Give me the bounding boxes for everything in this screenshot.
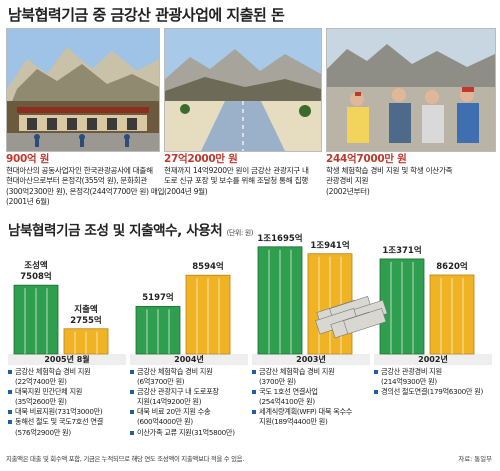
bar-value-label: 조성액 7508억 (20, 261, 52, 283)
caption-desc: 현대아산의 공동사업자인 한국관광공사에 대출해 현대아산으로부터 온정각(35… (6, 166, 165, 207)
use-item: 금강산 체험학습 경비 지원 (6억3700만 원) (130, 367, 248, 387)
bar-value-label: 지출액 2755억 (70, 304, 102, 326)
amount-text: 244억7000만 원 (326, 153, 407, 165)
photo-caption-1: 900억 원 현대아산의 공동사업자인 한국관광공사에 대출해 현대아산으로부터… (6, 153, 166, 208)
use-item: 동해선 철도 및 국도7호선 연결 (576억2900만 원) (8, 417, 126, 437)
use-item: 금강산 관광경비 지원 (214억9300만 원) (374, 367, 494, 387)
bar-fund (257, 246, 303, 355)
bar-spend (185, 274, 231, 355)
money-stack-icon (315, 295, 388, 339)
year-strip (252, 354, 370, 365)
bar-value-label: 1조941억 (310, 240, 350, 251)
bar-fund (135, 305, 181, 355)
uses-col-2003: 금강산 체험학습 경비 지원 (3700만 원) 국도 1호선 연결사업 (254… (252, 367, 370, 428)
use-item: 경의선 철도연결(179억6300만 원) (374, 387, 494, 397)
photo-caption-3: 244억7000만 원 학생 체험학습 경비 지원 및 학생 이산가족 관광경비… (326, 153, 486, 197)
chart-title-text: 남북협력기금 조성 및 지출액수, 사용처 (8, 223, 223, 239)
use-item: 이산가족 교류 지원(31억5800만) (130, 428, 248, 438)
photo-road (164, 28, 322, 152)
bar-fund (13, 284, 59, 355)
bar-value-label: 5197억 (142, 293, 174, 304)
year-strip (374, 354, 492, 365)
caption-desc: 학생 체험학습 경비 지원 및 학생 이산가족 관광경비 지원 (2002년부터… (326, 166, 453, 196)
use-item: 대북 비료지원(731억3000만) (8, 407, 126, 417)
year-label: 2003년 (296, 355, 326, 364)
footnote: 지출액은 대출 및 회수액 포함, 기금은 누적되므로 해당 연도 조성액이 지… (6, 455, 244, 463)
year-label: 2002년 (418, 355, 448, 364)
uses-col-2004: 금강산 체험학습 경비 지원 (6억3700만 원) 금강산 관광지구 내 도로포… (130, 367, 248, 438)
use-item: 국도 1호선 연결사업 (254억4100만 원) (252, 387, 370, 407)
source: 자료: 통일부 (458, 455, 492, 463)
amount-text: 900억 원 (6, 153, 50, 165)
chart-unit: (단위: 원) (226, 229, 254, 237)
year-strip (8, 354, 126, 365)
amount-text: 27억2000만 원 (164, 153, 238, 165)
use-item: 세계식량계획(WFP) 대북 옥수수 지원(189억4400만 원) (252, 407, 370, 427)
uses-col-2005: 금강산 체험학습 경비 지원 (22억7400만 원) 대북지원 민간단체 지원 … (8, 367, 126, 438)
use-item: 금강산 체험학습 경비 지원 (3700만 원) (252, 367, 370, 387)
page-title: 남북협력기금 중 금강산 관광사업에 지출된 돈 (8, 6, 285, 24)
caption-desc: 현재까지 14억9200만 원이 금강산 관광지구 내 도로 신규 포장 및 보… (164, 166, 309, 196)
use-item: 대북지원 민간단체 지원 (35억2600만 원) (8, 387, 126, 407)
chart-title: 남북협력기금 조성 및 지출액수, 사용처 (단위: 원) (8, 219, 254, 239)
photo-onjeonggak (6, 28, 160, 152)
bar-value-label: 8594억 (192, 262, 224, 273)
bar-spend (429, 274, 475, 355)
bar-value-label: 1조371억 (382, 245, 422, 256)
uses-col-2002: 금강산 관광경비 지원 (214억9300만 원) 경의선 철도연결(179억63… (374, 367, 494, 397)
year-strip (130, 354, 248, 365)
bar-value-label: 8620억 (436, 261, 468, 272)
bar-chart (8, 246, 492, 365)
use-item: 금강산 관광지구 내 도로포장 지원(14억9200만 원) (130, 387, 248, 407)
photo-caption-2: 27억2000만 원 현재까지 14억9200만 원이 금강산 관광지구 내 도… (164, 153, 324, 197)
use-item: 금강산 체험학습 경비 지원 (22억7400만 원) (8, 367, 126, 387)
year-label: 2005년 8월 (44, 355, 90, 364)
photo-students (326, 28, 496, 152)
year-label: 2004년 (174, 355, 204, 364)
use-item: 대북 비료 20만 지원 수송 (600억4000만 원) (130, 407, 248, 427)
bar-spend (63, 328, 109, 355)
bar-value-label: 1조1695억 (257, 233, 303, 244)
bar-fund (379, 258, 425, 355)
